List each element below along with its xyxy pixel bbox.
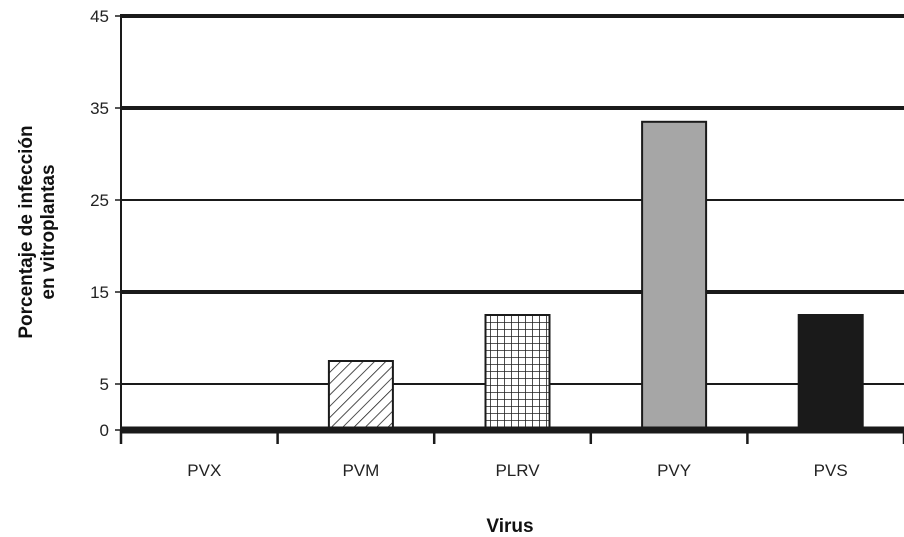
y-axis-title-line-2: en vitroplantas (38, 164, 59, 299)
bar-pvy (641, 120, 708, 432)
x-category-label: PVM (342, 461, 379, 480)
axes (119, 14, 904, 444)
gridlines (121, 14, 904, 385)
bar-plrv (484, 314, 551, 431)
x-category-label: PVX (187, 461, 221, 480)
y-tick-label: 15 (90, 283, 109, 302)
x-axis-title: Virus (486, 516, 533, 537)
y-axis-title-line-1: Porcentaje de infección (16, 125, 37, 338)
y-tick-label: 0 (100, 421, 109, 440)
y-tick-label: 45 (90, 7, 109, 26)
y-axis-ticks: 0 5 15 25 35 45 (90, 7, 121, 440)
bars (327, 120, 864, 432)
x-axis-categories: PVX PVM PLRV PVY PVS (187, 461, 847, 480)
y-tick-label: 5 (100, 375, 109, 394)
x-category-label: PVS (814, 461, 848, 480)
bar-pvs (797, 314, 864, 431)
y-tick-label: 25 (90, 191, 109, 210)
x-category-label: PVY (657, 461, 691, 480)
x-category-label: PLRV (495, 461, 540, 480)
y-tick-label: 35 (90, 99, 109, 118)
bar-pvm (327, 360, 394, 431)
